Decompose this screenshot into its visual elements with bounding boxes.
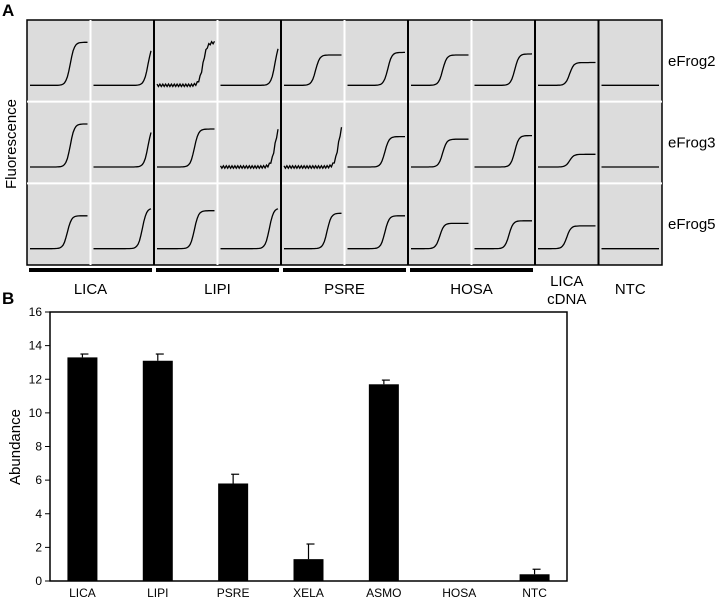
bar [368, 384, 399, 581]
panel-a-ylabel: Fluorescence [3, 99, 20, 189]
x-tick-label: ASMO [366, 586, 401, 600]
x-tick-label: NTC [522, 586, 547, 600]
bar [519, 574, 550, 581]
y-axis-ticks: 0 2 4 6 8 10 12 14 16 [29, 305, 50, 588]
y-tick-label: 0 [35, 574, 42, 588]
group-underline [283, 268, 406, 272]
amplification-curve [411, 138, 469, 168]
amplification-curve [156, 40, 216, 88]
panel-a-letter: A [2, 1, 14, 20]
amplification-curve [347, 215, 405, 250]
amplification-curve [474, 220, 532, 250]
group-label: LICA [74, 281, 107, 298]
amplification-curve [538, 61, 596, 86]
group-label: NTC [615, 281, 646, 298]
y-tick-label: 4 [35, 507, 42, 521]
amplification-curve [474, 53, 533, 86]
bar [67, 357, 98, 581]
amplification-curve [30, 215, 88, 250]
amplification-curve [347, 51, 405, 86]
group-label: HOSA [450, 281, 493, 298]
amplification-curve [93, 208, 152, 250]
group-underline [29, 268, 152, 272]
group-label: LICA [550, 273, 583, 290]
amplification-curve [347, 135, 405, 168]
amplification-curve [157, 210, 215, 250]
chart-ylabel: Abundance [7, 409, 24, 485]
amplification-curve [219, 129, 279, 170]
amplification-curve [30, 41, 88, 86]
y-tick-label: 2 [35, 540, 42, 554]
bar [218, 483, 249, 581]
y-tick-label: 12 [29, 372, 43, 386]
row-label: eFrog3 [668, 135, 716, 152]
x-tick-label: LIPI [147, 586, 168, 600]
amplification-curve [474, 134, 532, 168]
amplification-curve [30, 123, 88, 168]
panel-b-letter: B [2, 289, 14, 308]
amplification-curve [538, 225, 596, 250]
group-underline [410, 268, 533, 272]
amplification-curve [93, 132, 152, 168]
x-tick-label: LICA [69, 586, 96, 600]
x-tick-label: HOSA [442, 586, 476, 600]
y-tick-label: 6 [35, 473, 42, 487]
amplification-curve [284, 54, 342, 86]
y-tick-label: 16 [29, 305, 43, 319]
group-label: LIPI [204, 281, 231, 298]
plot-frame [49, 311, 568, 582]
fluorescence-grid [26, 19, 663, 266]
amplification-curve [283, 127, 343, 170]
y-tick-label: 10 [29, 406, 43, 420]
bar [142, 360, 173, 581]
bars [67, 353, 550, 581]
y-tick-label: 14 [29, 339, 43, 353]
amplification-curve [220, 208, 279, 250]
x-axis-labels: LICA LIPI PSRE XELA ASMO HOSA NTC [69, 586, 547, 600]
y-tick-label: 8 [35, 440, 42, 454]
amplification-curve [93, 50, 152, 86]
row-labels: eFrog2 eFrog3 eFrog5 [668, 53, 716, 233]
amplification-curve [220, 48, 279, 86]
group-label: cDNA [547, 291, 586, 308]
bar [293, 559, 324, 581]
x-tick-label: XELA [293, 586, 324, 600]
row-label: eFrog5 [668, 216, 716, 233]
group-underline [156, 268, 279, 272]
row-label: eFrog2 [668, 53, 716, 70]
amplification-curve [411, 222, 469, 250]
x-tick-label: PSRE [217, 586, 250, 600]
amplification-curve [157, 128, 215, 168]
amplification-curve [284, 212, 342, 250]
amplification-curve [538, 153, 596, 168]
amplification-curve [411, 54, 469, 86]
group-label: PSRE [324, 281, 365, 298]
